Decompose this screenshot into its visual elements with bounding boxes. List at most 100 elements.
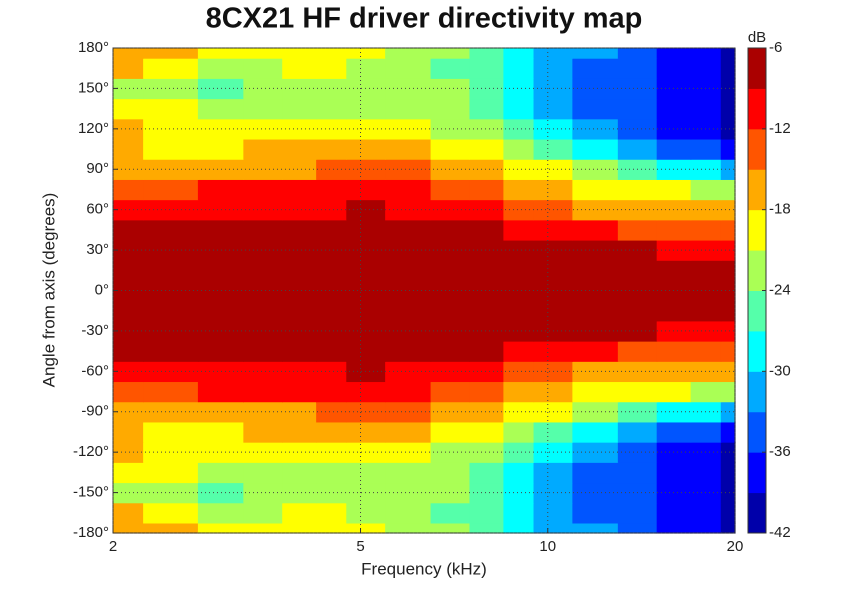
- contour-cell: [690, 421, 722, 443]
- contour-cell: [503, 58, 535, 79]
- contour-cell: [385, 320, 432, 342]
- contour-cell: [469, 320, 504, 342]
- contour-cell: [656, 462, 692, 484]
- contour-cell: [346, 502, 386, 524]
- contour-cell: [316, 522, 347, 534]
- contour-cell: [572, 78, 619, 100]
- colorbar-tick-label: -18: [769, 201, 791, 218]
- contour-cell: [469, 260, 504, 281]
- contour-cell: [197, 159, 244, 180]
- contour-cell: [385, 78, 432, 100]
- x-tick-label: 5: [356, 538, 364, 555]
- contour-cell: [385, 401, 432, 423]
- colorbar-band: [748, 290, 766, 332]
- contour-cell: [243, 300, 283, 322]
- contour-cell: [617, 48, 658, 59]
- contour-cell: [346, 48, 386, 59]
- contour-cell: [469, 179, 504, 201]
- contour-cell: [346, 118, 386, 140]
- contour-cell: [503, 522, 535, 534]
- contour-cell: [197, 381, 244, 403]
- contour-cell: [243, 199, 283, 221]
- contour-cell: [316, 179, 347, 201]
- contour-cell: [346, 280, 386, 302]
- contour-cell: [316, 159, 347, 180]
- contour-cell: [385, 442, 432, 463]
- contour-cell: [572, 58, 619, 79]
- x-tick-label: 10: [539, 538, 556, 555]
- colorbar-band: [748, 169, 766, 211]
- contour-cell: [572, 280, 619, 302]
- contour-cell: [656, 138, 692, 160]
- contour-cell: [617, 179, 658, 201]
- contour-cell: [617, 341, 658, 362]
- contour-cell: [430, 522, 471, 534]
- contour-cell: [720, 320, 736, 342]
- contour-cell: [243, 138, 283, 160]
- contour-cell: [113, 239, 144, 261]
- contour-cell: [430, 361, 471, 383]
- contour-cell: [346, 199, 386, 221]
- contour-cell: [533, 502, 573, 524]
- contour-cell: [282, 48, 317, 59]
- contour-cell: [282, 401, 317, 423]
- contour-cell: [533, 341, 573, 362]
- contour-cell: [113, 401, 144, 423]
- contour-cell: [430, 78, 471, 100]
- contour-cell: [282, 361, 317, 383]
- colorbar-band: [748, 209, 766, 251]
- contour-cell: [720, 522, 736, 534]
- contour-cell: [282, 118, 317, 140]
- contour-cell: [316, 361, 347, 383]
- contour-cell: [243, 260, 283, 281]
- contour-cell: [503, 381, 535, 403]
- contour-cell: [197, 260, 244, 281]
- contour-cell: [572, 381, 619, 403]
- colorbar-tick-label: -6: [769, 39, 782, 56]
- contour-cell: [720, 300, 736, 322]
- contour-cell: [720, 341, 736, 362]
- x-tick-label: 2: [109, 538, 117, 555]
- contour-cell: [430, 118, 471, 140]
- contour-cell: [197, 239, 244, 261]
- x-tick-label: 20: [727, 538, 744, 555]
- y-tick-label: -180°: [73, 524, 109, 541]
- contour-cell: [503, 442, 535, 463]
- contour-cell: [572, 320, 619, 342]
- contour-cell: [572, 361, 619, 383]
- contour-cell: [143, 159, 199, 180]
- contour-cell: [143, 58, 199, 79]
- contour-cell: [316, 78, 347, 100]
- contour-cell: [469, 442, 504, 463]
- contour-cell: [143, 442, 199, 463]
- contour-cell: [533, 462, 573, 484]
- contour-cell: [572, 421, 619, 443]
- contour-cell: [430, 381, 471, 403]
- contour-cell: [690, 341, 722, 362]
- colorbar-band: [748, 88, 766, 130]
- contour-cell: [430, 401, 471, 423]
- contour-cell: [503, 401, 535, 423]
- contour-cell: [469, 502, 504, 524]
- contour-cell: [197, 482, 244, 504]
- contour-cell: [533, 421, 573, 443]
- contour-cell: [690, 219, 722, 241]
- contour-cell: [469, 159, 504, 180]
- colorbar-band: [748, 371, 766, 413]
- contour-cell: [430, 502, 471, 524]
- contour-cell: [533, 219, 573, 241]
- contour-cell: [346, 159, 386, 180]
- contour-cell: [503, 421, 535, 443]
- colorbar-band: [748, 330, 766, 372]
- contour-cell: [243, 48, 283, 59]
- contour-cell: [197, 58, 244, 79]
- contour-cell: [385, 421, 432, 443]
- contour-cell: [617, 381, 658, 403]
- contour-cell: [617, 219, 658, 241]
- contour-cell: [720, 58, 736, 79]
- contour-cell: [316, 442, 347, 463]
- contour-cell: [282, 482, 317, 504]
- contour-cell: [469, 300, 504, 322]
- contour-cell: [346, 341, 386, 362]
